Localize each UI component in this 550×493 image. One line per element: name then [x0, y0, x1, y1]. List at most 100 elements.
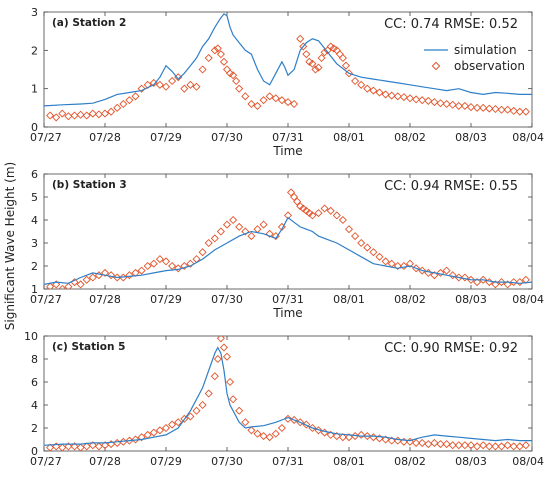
x-tick-label: 08/02 [394, 455, 426, 468]
observation-point [515, 278, 524, 287]
observation-point [161, 82, 171, 91]
y-tick-label: 6 [31, 376, 38, 389]
observation-point [253, 429, 262, 438]
observation-point [168, 76, 177, 86]
y-tick-label: 2 [31, 260, 38, 273]
observation-point [137, 266, 146, 275]
observation-point [241, 418, 250, 427]
legend: simulation observation [424, 43, 525, 73]
observation-point [473, 103, 482, 112]
panel-title: (a) Station 2 [52, 17, 126, 29]
observation-point [314, 63, 323, 72]
panel-1: 0 1 2 3 07/27 07/28 07/29 07/30 07/31 08/01 08/02 0… [30, 6, 544, 158]
observation-point [375, 88, 384, 97]
x-tick-label: 07/29 [150, 293, 182, 306]
x-tick-label: 07/28 [89, 293, 121, 306]
observation-point [430, 438, 439, 447]
y-tick-label: 5 [31, 191, 38, 204]
stats-label: CC: 0.90 RMSE: 0.92 [384, 341, 518, 356]
observation-point [52, 442, 61, 451]
observation-point [305, 209, 314, 218]
observation-point [503, 280, 512, 289]
observation-point [454, 101, 463, 110]
observation-point [265, 433, 274, 442]
observation-point [76, 110, 85, 119]
observation-point [213, 354, 222, 364]
observation-point [448, 100, 457, 109]
observation-point [521, 107, 530, 116]
y-axis-title: Significant Wave Height (m) [3, 162, 17, 330]
observation-point [326, 206, 335, 215]
observation-point [204, 238, 213, 248]
observation-point [369, 248, 378, 257]
observation-point [100, 268, 110, 277]
observation-point [317, 53, 326, 63]
observation-point [405, 259, 415, 268]
panel-3: 0 2 4 6 8 10 07/27 07/28 07/29 07/30 07/31 08/01 08/… [24, 330, 544, 468]
y-tick-label: 1 [31, 283, 38, 296]
x-tick-label: 07/31 [272, 131, 304, 144]
panel-title: (c) Station 5 [52, 341, 125, 353]
observation-point [186, 259, 195, 268]
observation-point [216, 50, 225, 59]
observation-point [125, 96, 134, 105]
observation-point [192, 406, 201, 415]
x-tick-label: 07/28 [89, 455, 121, 468]
observation-point [137, 433, 146, 442]
observation-point [509, 442, 518, 451]
observation-point [235, 222, 244, 231]
y-tick-label: 4 [31, 214, 38, 227]
observation-point [521, 441, 530, 450]
observation-point [418, 438, 427, 447]
observation-point [82, 111, 91, 120]
x-tick-label: 08/04 [512, 455, 544, 468]
x-tick-label: 07/30 [211, 293, 243, 306]
x-tick-label: 07/30 [211, 131, 243, 144]
observation-point [88, 441, 97, 450]
observation-point [204, 389, 213, 398]
plot-frame [43, 335, 533, 452]
observation-point [509, 106, 518, 115]
observation-point [229, 71, 238, 80]
x-tick-label: 08/03 [455, 293, 487, 306]
observation-point [94, 110, 103, 119]
observation-point [393, 92, 402, 101]
observation-point [259, 96, 268, 105]
x-tick-label: 08/03 [455, 131, 487, 144]
observation-point [460, 273, 469, 282]
observation-point [442, 266, 451, 275]
observation-point [229, 215, 238, 225]
observation-point [113, 273, 122, 282]
observation-point [100, 109, 110, 118]
observation-point [399, 261, 408, 271]
observation-point [290, 99, 299, 109]
observation-point [235, 406, 244, 415]
observation-point [222, 352, 232, 361]
observation-point [296, 202, 305, 211]
observation-point [381, 435, 390, 444]
observation-point [503, 441, 512, 450]
observation-point [448, 441, 457, 450]
observation-point [341, 61, 350, 70]
observation-point [357, 238, 366, 248]
observation-point [219, 57, 228, 66]
observation-point [131, 92, 140, 101]
y-tick-label: 3 [31, 6, 38, 19]
observation-point [271, 429, 280, 438]
observation-point [387, 436, 396, 445]
observation-point [137, 84, 146, 93]
observation-point [210, 372, 219, 381]
observation-point [155, 426, 164, 435]
observation-point [64, 282, 73, 289]
observation-point [497, 278, 506, 287]
observation-point [436, 440, 445, 449]
observation-point [82, 275, 91, 284]
observation-point [241, 227, 250, 236]
observation-point [436, 268, 445, 277]
panel-title: (b) Station 3 [52, 179, 127, 191]
observation-point [186, 412, 195, 421]
observation-point [186, 80, 195, 89]
observation-point [491, 104, 500, 114]
observation-point [52, 113, 61, 122]
y-tick-label: 3 [31, 237, 38, 250]
